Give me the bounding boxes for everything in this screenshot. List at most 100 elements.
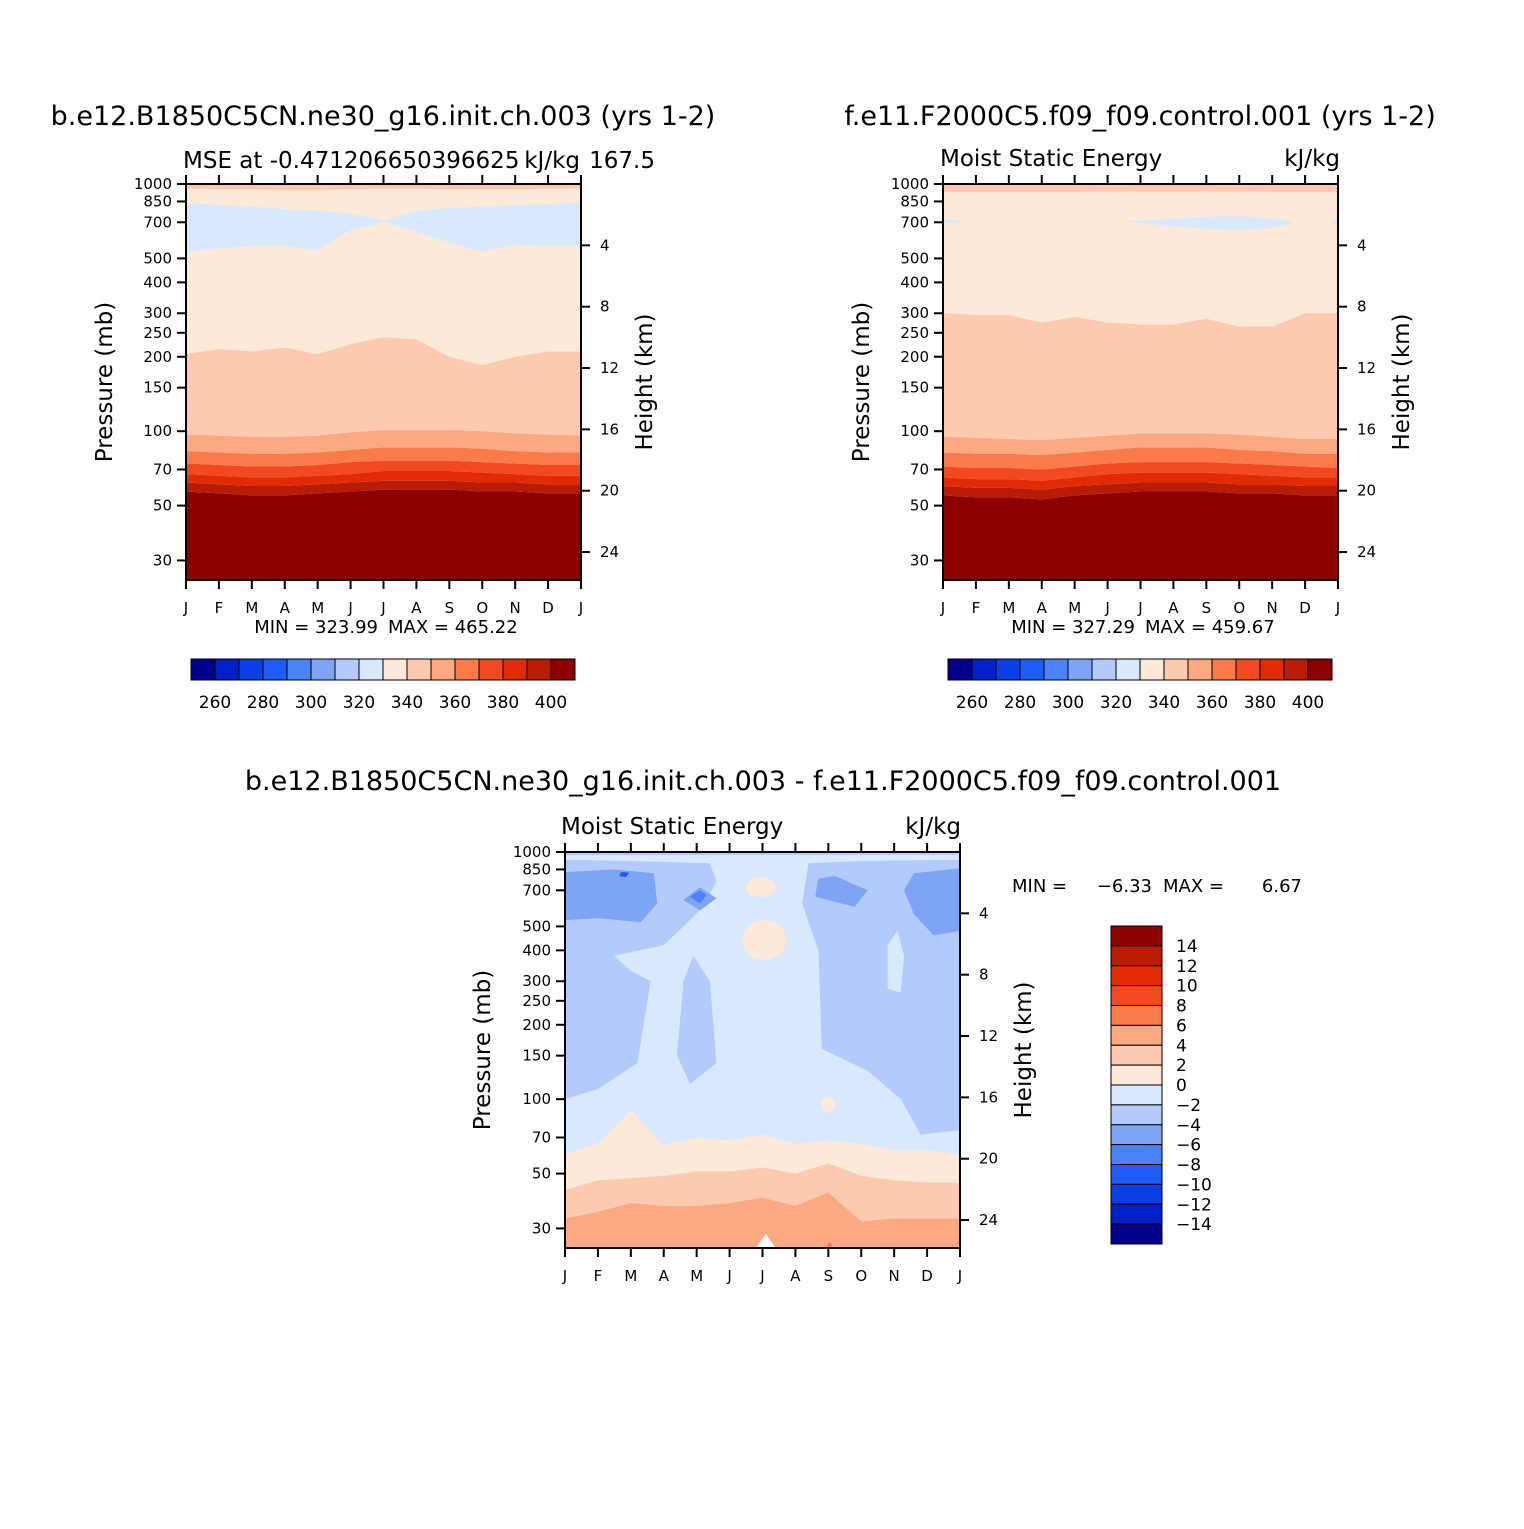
p3-plot-x-tick-label: N bbox=[889, 1267, 900, 1285]
p3-cbar-label: 4 bbox=[1176, 1036, 1187, 1056]
p3-plot-y2-tick-label: 20 bbox=[979, 1150, 998, 1168]
p2-plot-y-tick-label: 500 bbox=[900, 249, 929, 267]
p1-plot-y-tick-label: 100 bbox=[143, 422, 172, 440]
p2-plot-band bbox=[943, 447, 1338, 470]
p1-plot-band bbox=[186, 202, 581, 253]
p2-plot-y-tick-label: 50 bbox=[910, 497, 929, 515]
panel-2-title: f.e11.F2000C5.f09_f09.control.001 (yrs 1… bbox=[844, 101, 1436, 132]
p1-plot-y-tick-label: 700 bbox=[143, 213, 172, 231]
p3-plot-band bbox=[565, 869, 658, 923]
p3-cbar-label: −2 bbox=[1176, 1096, 1201, 1116]
p3-plot-band bbox=[904, 868, 960, 936]
p3-plot-x-tick-label: A bbox=[659, 1267, 670, 1285]
p2-plot-band bbox=[943, 313, 1338, 441]
p2-plot-x-tick-label: F bbox=[972, 599, 981, 617]
p2-cbar-label: 320 bbox=[1100, 693, 1132, 713]
p3-plot-x-tick-label: A bbox=[790, 1267, 801, 1285]
p3-cbar-swatch bbox=[1110, 945, 1163, 967]
p3-cbar-swatch bbox=[1110, 985, 1163, 1006]
p3-cbar-label: 6 bbox=[1176, 1016, 1187, 1036]
p2-plot-band bbox=[943, 462, 1338, 481]
p1-cbar-swatch bbox=[358, 658, 384, 681]
p3-plot-band bbox=[565, 859, 717, 1100]
p1-cbar-swatch bbox=[334, 658, 360, 681]
p1-cbar-label: 320 bbox=[343, 693, 375, 713]
p1-cbar-swatch bbox=[262, 658, 288, 681]
p1-cbar-swatch bbox=[214, 658, 240, 681]
p1-plot-band bbox=[186, 430, 581, 454]
p2-plot-band bbox=[943, 219, 967, 224]
p3-plot-y-tick-label: 200 bbox=[522, 1016, 551, 1034]
p1-plot-band bbox=[186, 184, 581, 191]
p1-plot-x-tick-label: D bbox=[542, 599, 554, 617]
panel-1-title: b.e12.B1850C5CN.ne30_g16.init.ch.003 (yr… bbox=[51, 101, 716, 132]
p2-plot-x-tick-label: J bbox=[940, 599, 945, 617]
panel-3-min-label: MIN = bbox=[1012, 876, 1067, 897]
p1-plot-y2-tick-label: 16 bbox=[600, 420, 619, 438]
p2-plot-band bbox=[943, 433, 1338, 456]
p2-cbar-swatch bbox=[1091, 658, 1117, 681]
p1-plot-x-tick-label: O bbox=[476, 599, 488, 617]
p3-cbar-swatch bbox=[1110, 1183, 1163, 1205]
p3-cbar-label: 2 bbox=[1176, 1056, 1187, 1076]
p3-plot-x-tick-label: M bbox=[624, 1267, 637, 1285]
p1-cbar-label: 280 bbox=[247, 693, 279, 713]
p2-cbar-label: 260 bbox=[956, 693, 988, 713]
p2-plot-x-tick-label: N bbox=[1267, 599, 1278, 617]
p3-cbar-swatch bbox=[1110, 1203, 1163, 1225]
panel-3-max-label: MAX = bbox=[1163, 876, 1224, 897]
p2-cbar-swatch bbox=[971, 658, 997, 681]
p1-cbar-swatch bbox=[382, 658, 408, 681]
p2-cbar-swatch bbox=[1115, 658, 1141, 681]
p3-cbar-label: −4 bbox=[1176, 1116, 1201, 1136]
p1-plot-band bbox=[186, 489, 581, 580]
panel-1: b.e12.B1850C5CN.ne30_g16.init.ch.003 (yr… bbox=[51, 101, 716, 713]
p3-plot-y-tick-label: 250 bbox=[522, 992, 551, 1010]
p3-plot-y-tick-label: 70 bbox=[532, 1128, 551, 1146]
p1-cbar-swatch bbox=[406, 658, 432, 681]
p3-plot-y-tick-label: 50 bbox=[532, 1165, 551, 1183]
p1-cbar-label: 400 bbox=[535, 693, 567, 713]
p3-plot-band bbox=[565, 1192, 960, 1248]
p1-plot-x-tick-label: J bbox=[347, 599, 352, 617]
p2-plot-x-tick-label: M bbox=[1002, 599, 1015, 617]
p2-cbar-swatch bbox=[1067, 658, 1093, 681]
p3-plot-band bbox=[565, 1163, 960, 1222]
p1-plot-y2-tick-label: 8 bbox=[600, 298, 610, 316]
p1-plot-x-tick-label: A bbox=[411, 599, 422, 617]
p1-cbar-swatch bbox=[454, 658, 480, 681]
p3-plot-x-tick-label: J bbox=[957, 1267, 962, 1285]
p3-cbar-swatch bbox=[1110, 1024, 1163, 1046]
p2-plot-band bbox=[943, 491, 1338, 580]
p2-plot-y-tick-label: 150 bbox=[900, 379, 929, 397]
p1-cbar-label: 340 bbox=[391, 693, 423, 713]
p3-plot-x-tick-label: J bbox=[759, 1267, 764, 1285]
difference-title: b.e12.B1850C5CN.ne30_g16.init.ch.003 - f… bbox=[245, 766, 1281, 797]
p2-plot-y-tick-label: 100 bbox=[900, 422, 929, 440]
p2-plot-y2-tick-label: 12 bbox=[1357, 359, 1376, 377]
p3-plot-y-tick-label: 30 bbox=[532, 1219, 551, 1237]
p1-plot-x-tick-label: J bbox=[578, 599, 583, 617]
p3-cbar-label: 8 bbox=[1176, 997, 1187, 1017]
p2-plot-contours bbox=[943, 184, 1338, 580]
p3-plot-band bbox=[690, 890, 707, 904]
p2-plot-y-tick-label: 250 bbox=[900, 324, 929, 342]
p2-plot-y-tick-label: 70 bbox=[910, 460, 929, 478]
p3-cbar-label: −6 bbox=[1176, 1136, 1201, 1156]
p1-cbar-label: 300 bbox=[295, 693, 327, 713]
p1-plot-y2-tick-label: 24 bbox=[600, 543, 619, 561]
p2-cbar-swatch bbox=[1019, 658, 1045, 681]
p3-plot-y-tick-label: 1000 bbox=[513, 843, 551, 861]
p1-cbar-swatch bbox=[286, 658, 312, 681]
p2-cbar-swatch bbox=[1043, 658, 1069, 681]
p3-cbar-swatch bbox=[1110, 1164, 1163, 1185]
panel-1-y-axis-label: Pressure (mb) bbox=[92, 302, 118, 462]
p2-cbar-label: 280 bbox=[1004, 693, 1036, 713]
p3-plot-x-tick-label: S bbox=[824, 1267, 834, 1285]
p2-plot-band bbox=[1124, 216, 1292, 231]
p2-cbar-swatch bbox=[1139, 658, 1165, 681]
p1-plot-x-tick-label: A bbox=[280, 599, 291, 617]
p2-plot-y-tick-label: 700 bbox=[900, 213, 929, 231]
p2-plot-y-tick-label: 200 bbox=[900, 348, 929, 366]
